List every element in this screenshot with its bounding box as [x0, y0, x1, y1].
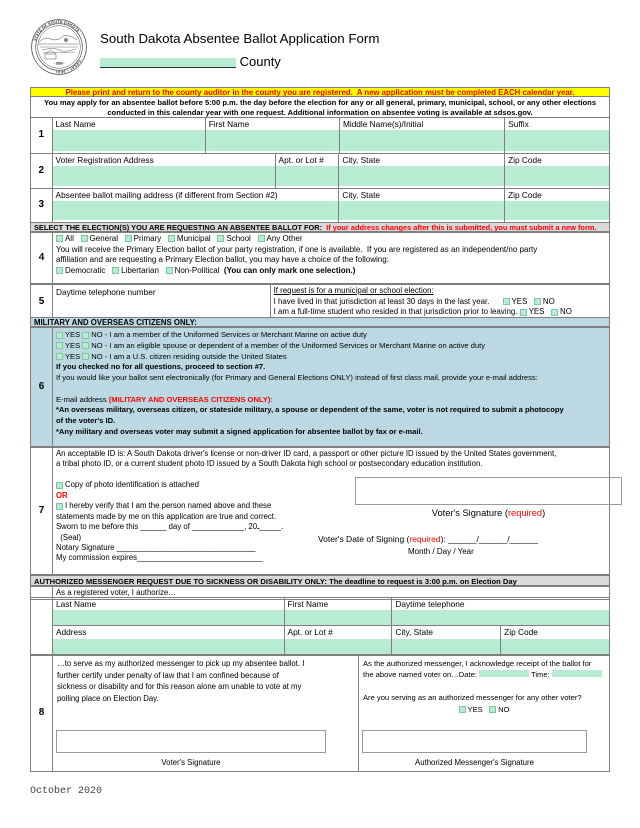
svg-text:- 1889 -: - 1889 -: [54, 61, 65, 65]
